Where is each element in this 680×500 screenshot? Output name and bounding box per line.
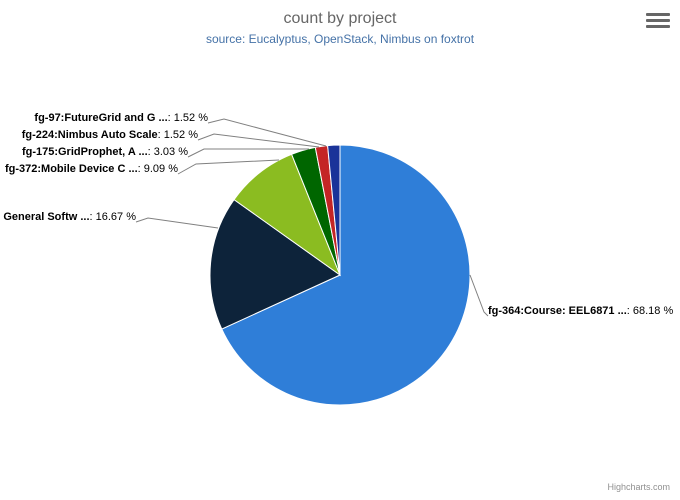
slice-label: fg-97:FutureGrid and G ...: 1.52 % [34,112,208,124]
label-connector [198,134,319,147]
slice-label: fg-372:Mobile Device C ...: 9.09 % [5,163,178,175]
label-connector [470,275,488,316]
slice-label: fg-175:GridProphet, A ...: 3.03 % [22,146,188,158]
credits-link[interactable]: Highcharts.com [607,482,670,492]
slice-label: fg-224:Nimbus Auto Scale: 1.52 % [22,129,198,141]
slice-label: fg-364:Course: EEL6871 ...: 68.18 % [488,305,673,317]
slice-label: 82:FG General Softw ...: 16.67 % [0,211,136,223]
label-connector [136,218,218,228]
pie-chart: fg-364:Course: EEL6871 ...: 68.18 % 82:FG… [0,0,680,500]
label-connector [208,119,326,146]
chart-container: count by project source: Eucalyptus, Ope… [0,0,680,500]
